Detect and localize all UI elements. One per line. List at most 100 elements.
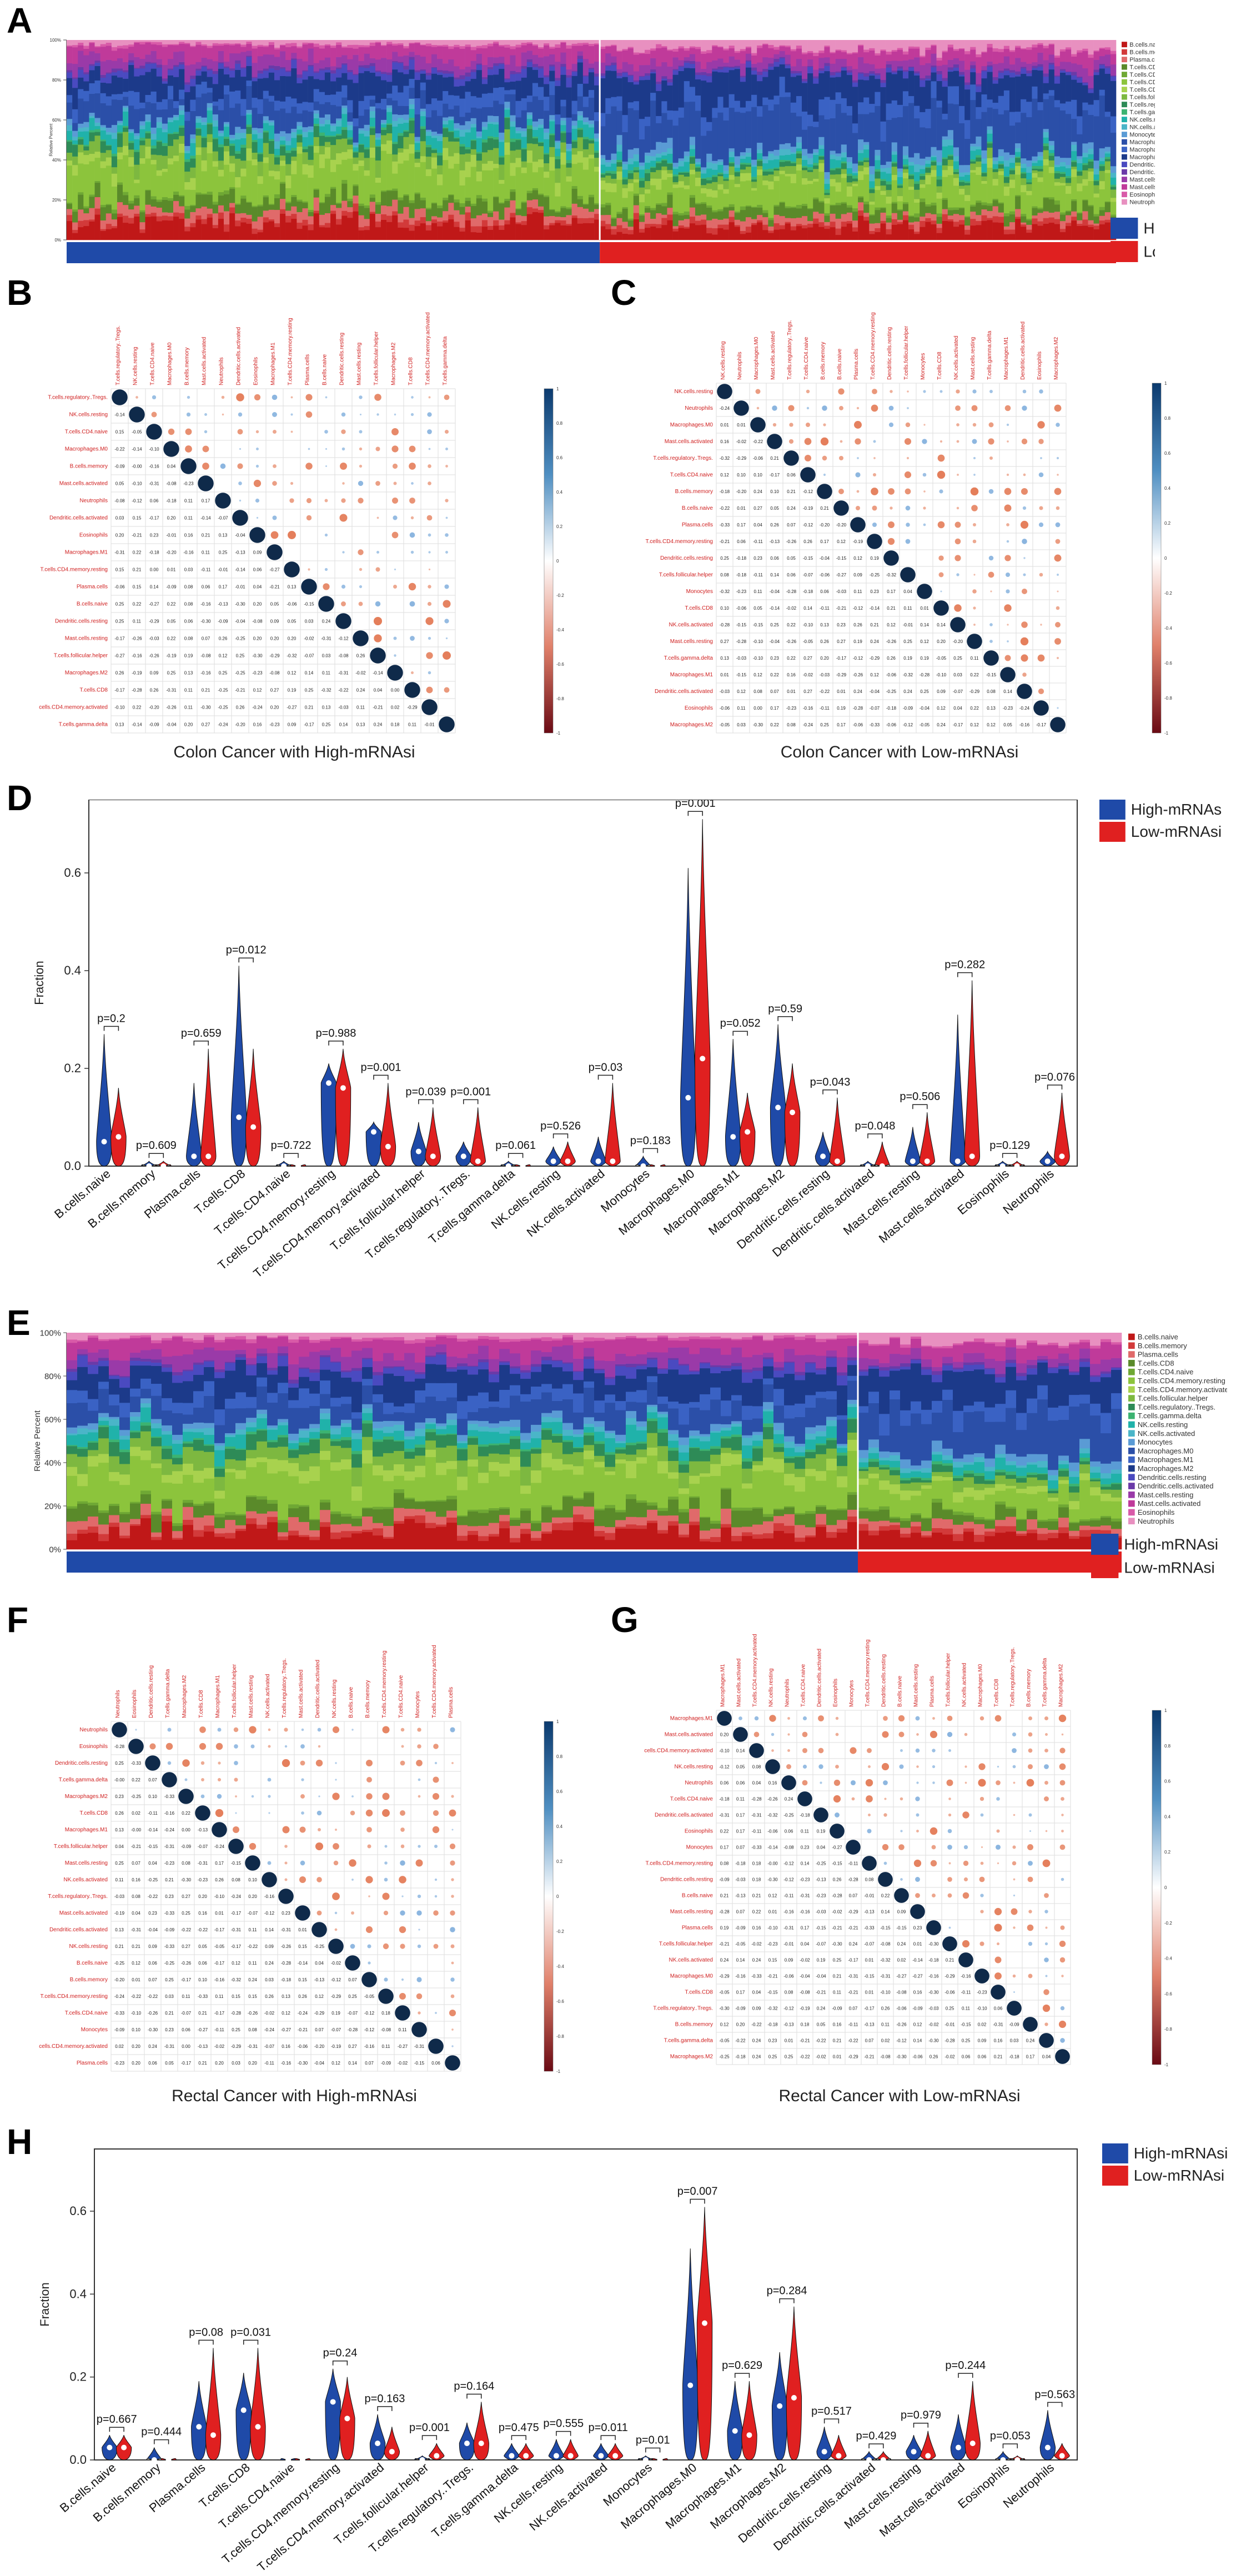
- stacked-segment: [481, 107, 488, 122]
- stacked-segment: [493, 148, 499, 164]
- corr-value: 0.22: [133, 705, 142, 710]
- stacked-segment: [425, 43, 432, 47]
- stacked-segment: [981, 173, 987, 177]
- stacked-segment: [212, 137, 219, 139]
- corr-value: 0.16: [184, 533, 193, 538]
- corr-value: -0.06: [287, 602, 297, 607]
- stacked-bar: [661, 40, 667, 240]
- corr-value: 0.25: [115, 602, 124, 607]
- corr-value: 0.10: [753, 473, 762, 478]
- corr-circle: [375, 601, 381, 607]
- stacked-segment: [1015, 122, 1021, 144]
- stacked-segment: [678, 166, 685, 172]
- corr-circle: [872, 505, 877, 511]
- stacked-segment: [179, 135, 185, 144]
- stacked-segment: [223, 194, 230, 212]
- stacked-segment: [358, 101, 364, 116]
- corr-diagonal: [180, 458, 197, 474]
- stacked-segment: [488, 229, 494, 240]
- stacked-segment: [858, 57, 864, 73]
- corr-circle: [270, 531, 279, 539]
- stacked-segment: [369, 46, 376, 58]
- stacked-bar: [504, 40, 510, 240]
- stacked-segment: [481, 122, 488, 127]
- stacked-segment: [981, 215, 987, 221]
- stacked-segment: [235, 127, 241, 133]
- stacked-segment: [846, 212, 853, 222]
- stacked-segment: [240, 47, 247, 52]
- stacked-segment: [549, 170, 555, 209]
- stacked-segment: [549, 94, 555, 116]
- stacked-segment: [869, 187, 875, 190]
- stacked-segment: [1082, 199, 1088, 201]
- stacked-segment: [476, 152, 483, 154]
- stacked-segment: [195, 135, 202, 148]
- stacked-segment: [1021, 67, 1027, 69]
- stacked-segment: [931, 72, 937, 82]
- stacked-segment: [863, 160, 870, 162]
- stacked-segment: [150, 103, 157, 128]
- stacked-segment: [841, 144, 847, 153]
- stacked-segment: [218, 51, 224, 63]
- stacked-segment: [998, 78, 1004, 96]
- stacked-segment: [886, 181, 892, 185]
- stacked-segment: [728, 166, 735, 175]
- stacked-segment: [824, 40, 830, 46]
- stacked-segment: [549, 223, 555, 225]
- stacked-segment: [336, 91, 342, 107]
- corr-circle: [788, 439, 794, 444]
- stacked-segment: [998, 212, 1004, 217]
- stacked-segment: [111, 213, 118, 220]
- stacked-segment: [308, 132, 314, 145]
- stacked-segment: [717, 184, 723, 190]
- stacked-segment: [190, 78, 196, 87]
- stacked-segment: [246, 148, 252, 161]
- stacked-segment: [902, 204, 909, 212]
- stacked-segment: [123, 70, 129, 73]
- stacked-segment: [745, 101, 752, 112]
- stacked-segment: [499, 40, 505, 45]
- stacked-segment: [577, 129, 584, 138]
- stacked-segment: [167, 198, 174, 201]
- corr-row-label: T.cells.CD4.memory.resting: [40, 567, 108, 573]
- stacked-segment: [150, 212, 157, 217]
- corr-circle: [445, 637, 448, 640]
- stacked-segment: [1059, 166, 1066, 172]
- corr-value: 0.19: [288, 688, 297, 693]
- stacked-segment: [728, 107, 735, 149]
- stacked-segment: [179, 51, 185, 62]
- stacked-segment: [431, 40, 438, 46]
- stacked-segment: [392, 199, 398, 212]
- stacked-segment: [504, 79, 510, 83]
- stacked-segment: [195, 128, 202, 129]
- corr-col-label: Mast.cells.resting: [356, 343, 363, 385]
- stacked-segment: [218, 195, 224, 205]
- stacked-segment: [835, 49, 842, 51]
- stacked-segment: [802, 81, 808, 83]
- stacked-segment: [582, 137, 589, 139]
- stacked-segment: [740, 82, 746, 108]
- corr-value: -0.17: [770, 473, 780, 478]
- stacked-segment: [425, 72, 432, 76]
- stacked-segment: [223, 232, 230, 240]
- stacked-segment: [1003, 90, 1010, 111]
- stacked-segment: [661, 62, 667, 77]
- stacked-segment: [920, 202, 926, 217]
- corr-circle: [290, 481, 294, 485]
- corr-circle: [220, 463, 226, 469]
- stacked-segment: [257, 183, 264, 205]
- stacked-segment: [1026, 160, 1032, 167]
- stacked-segment: [757, 175, 763, 205]
- stacked-segment: [268, 68, 275, 73]
- stacked-segment: [330, 210, 336, 214]
- stacked-segment: [830, 75, 836, 78]
- stacked-segment: [582, 139, 589, 149]
- stacked-segment: [616, 159, 622, 162]
- stacked-segment: [566, 215, 572, 224]
- stacked-segment: [285, 140, 292, 145]
- stacked-segment: [1048, 44, 1055, 55]
- corr-value: -0.12: [338, 636, 349, 641]
- stacked-segment: [1032, 86, 1038, 99]
- stacked-segment: [1009, 72, 1016, 78]
- stacked-segment: [689, 87, 696, 102]
